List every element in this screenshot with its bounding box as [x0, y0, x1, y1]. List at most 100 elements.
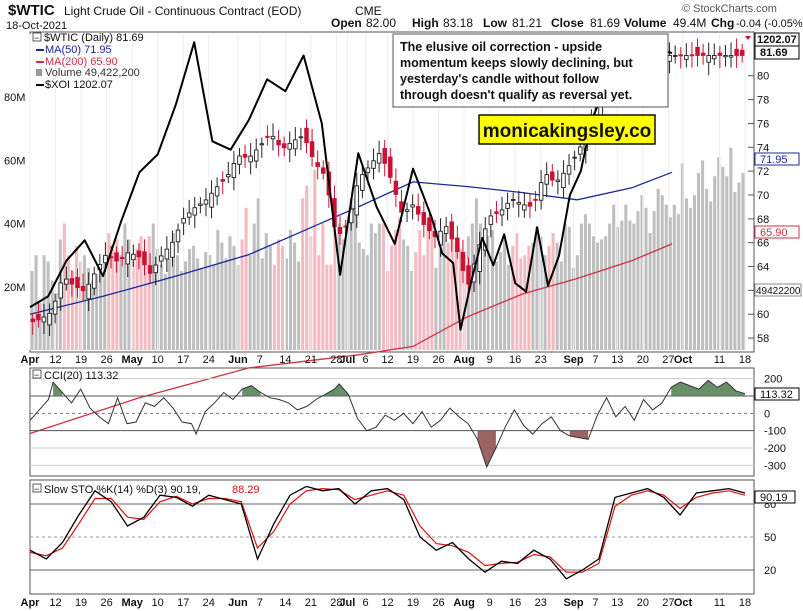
- volume-bar: [179, 271, 184, 350]
- candle-body: [119, 257, 125, 259]
- volume-bar: [430, 223, 434, 350]
- sto-tick-label: 50: [764, 532, 776, 544]
- volume-bar: [264, 233, 268, 350]
- tag-ma200: 65.90: [760, 227, 788, 239]
- x-tick-label: 12: [49, 354, 61, 366]
- candle-body: [186, 212, 192, 218]
- volume-bar: [519, 258, 523, 350]
- volume-bar: [563, 223, 567, 350]
- volume-bar: [353, 198, 357, 350]
- candle-body: [220, 179, 225, 182]
- volume-bar: [377, 223, 381, 350]
- annotation-box: The elusive oil correction - upside mome…: [392, 33, 669, 108]
- candle-body: [214, 186, 220, 197]
- volume-bar: [188, 248, 192, 350]
- candle-body: [382, 148, 387, 164]
- volume-bar: [252, 223, 256, 350]
- volume-bar: [442, 233, 446, 350]
- x-tick-label: 24: [203, 597, 215, 609]
- volume-bar: [535, 226, 539, 350]
- tag-volume: 49422200: [756, 286, 801, 297]
- candle-body: [69, 278, 75, 285]
- x-tick-label: 10: [152, 354, 164, 366]
- volume-bar: [620, 220, 624, 350]
- candle-body: [259, 143, 265, 146]
- volume-bar: [349, 198, 353, 350]
- volume-bar: [701, 160, 705, 350]
- volume-bar: [357, 242, 361, 350]
- candle-body: [131, 253, 136, 261]
- x-tick-label: 20: [637, 597, 649, 609]
- x-tick-label: 11: [714, 597, 725, 609]
- volume-bar: [672, 204, 676, 350]
- candle-body: [533, 198, 538, 201]
- x-tick-label: 7: [257, 354, 263, 366]
- candle-body: [538, 182, 544, 201]
- x-tick-label: 11: [714, 354, 725, 366]
- candle-body: [376, 153, 382, 164]
- candle-body: [510, 199, 516, 201]
- volume-bar: [717, 157, 721, 350]
- price-tick-label: 64: [757, 262, 769, 274]
- volume-bar: [636, 210, 640, 350]
- volume-bar: [709, 201, 713, 350]
- volume-tick-label: 80M: [4, 92, 25, 104]
- x-tick-label: 12: [49, 597, 61, 609]
- candle-body: [52, 300, 58, 315]
- x-tick-label: Sep: [563, 354, 583, 366]
- volume-bar: [38, 302, 42, 350]
- volume-bar: [111, 248, 115, 350]
- x-tick-label: 20: [637, 354, 649, 366]
- volume-bar: [200, 267, 204, 350]
- x-tick-label: 19: [75, 597, 87, 609]
- volume-tick-label: 60M: [4, 155, 25, 167]
- volume-bar: [365, 255, 369, 350]
- volume-bar: [579, 223, 583, 350]
- candle-body: [125, 252, 131, 265]
- x-tick-label: 18: [739, 597, 751, 609]
- low-label: Low: [483, 16, 508, 30]
- x-tick-label: 16: [509, 597, 521, 609]
- cci-tick-label: -100: [764, 426, 786, 438]
- candle-body: [723, 55, 728, 58]
- volume-bar: [486, 236, 491, 350]
- volume-bar: [184, 261, 188, 350]
- volume-bar: [664, 204, 668, 350]
- tag-close: 81.69: [760, 47, 788, 59]
- volume-bar: [139, 236, 143, 350]
- price-tick-label: 66: [757, 238, 769, 250]
- volume-bar: [422, 255, 426, 350]
- x-tick-label: 26: [100, 597, 112, 609]
- volume-bar: [297, 261, 301, 350]
- volume-bar: [333, 226, 337, 350]
- candle-body: [136, 250, 142, 258]
- x-tick-label: 7: [592, 597, 598, 609]
- volume-bar: [381, 223, 385, 350]
- moving-averages: [29, 171, 673, 435]
- x-tick-label: 9: [487, 354, 493, 366]
- annotation-line-2: momentum keeps slowly declining, but: [400, 56, 634, 70]
- price-tick-label: 68: [757, 214, 769, 226]
- volume-bar: [478, 223, 482, 350]
- symbol: $WTIC: [8, 2, 55, 19]
- volume-bar: [192, 245, 196, 350]
- legend-volume-swatch: [36, 69, 42, 76]
- volume-bar: [648, 233, 652, 350]
- volume-bar: [656, 188, 660, 350]
- legend-main: $WTIC (Daily) 81.69: [44, 32, 144, 44]
- volume-bar: [733, 192, 737, 350]
- x-tick-label: 26: [432, 597, 444, 609]
- candle-body: [455, 237, 460, 253]
- cci-overbought-fill: [671, 380, 745, 396]
- x-tick-label: Apr: [21, 597, 41, 609]
- volume-bar: [523, 255, 527, 350]
- x-tick-label: 21: [305, 597, 317, 609]
- volume-bar: [280, 245, 284, 350]
- candle-body: [175, 229, 181, 243]
- x-tick-label: Apr: [21, 354, 41, 366]
- volume-bar: [220, 242, 224, 350]
- volume-bar: [434, 267, 438, 350]
- volume-bar: [204, 252, 208, 350]
